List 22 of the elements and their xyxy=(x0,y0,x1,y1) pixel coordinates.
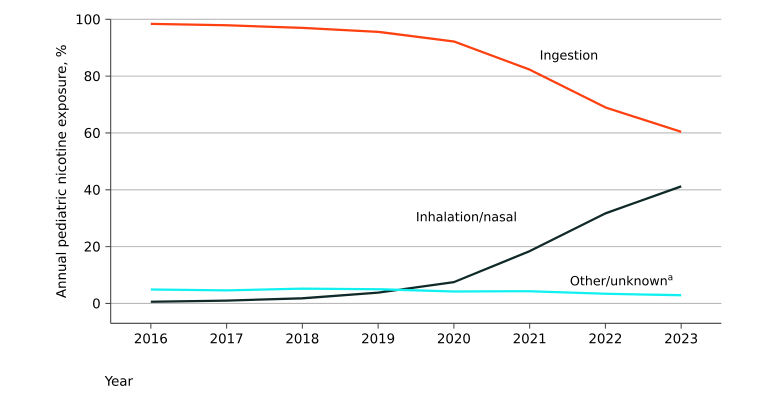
x-tick-label: 2019 xyxy=(362,333,394,344)
y-tick-label: 20 xyxy=(84,242,100,252)
x-axis-title: Year xyxy=(104,376,133,386)
text: Inhalation/nasal xyxy=(417,212,516,222)
y-tick-label: 40 xyxy=(84,184,100,195)
line-series xyxy=(150,22,682,133)
y-tick-label: 0 xyxy=(93,298,100,308)
x-tick-label: 2022 xyxy=(589,333,622,344)
x-tick-label: 2016 xyxy=(134,333,167,344)
x-tick-label: 2023 xyxy=(665,333,698,344)
x-tick-label: 2020 xyxy=(438,333,470,344)
series-label: Other/unknown$^{a}$ xyxy=(570,275,672,286)
x-tick-label: 2021 xyxy=(514,333,546,344)
y-tick-label: 80 xyxy=(84,71,100,82)
line-series xyxy=(150,185,682,303)
line-series xyxy=(150,288,682,296)
y-tick-label: 60 xyxy=(84,128,100,138)
x-tick-label: 2017 xyxy=(210,333,242,344)
y-axis-title: Annual pediatric nicotine exposure, % xyxy=(56,45,69,298)
series-label: Ingestion xyxy=(540,50,598,62)
y-tick-label: 100 xyxy=(76,14,100,24)
x-tick-label: 2018 xyxy=(286,333,318,344)
